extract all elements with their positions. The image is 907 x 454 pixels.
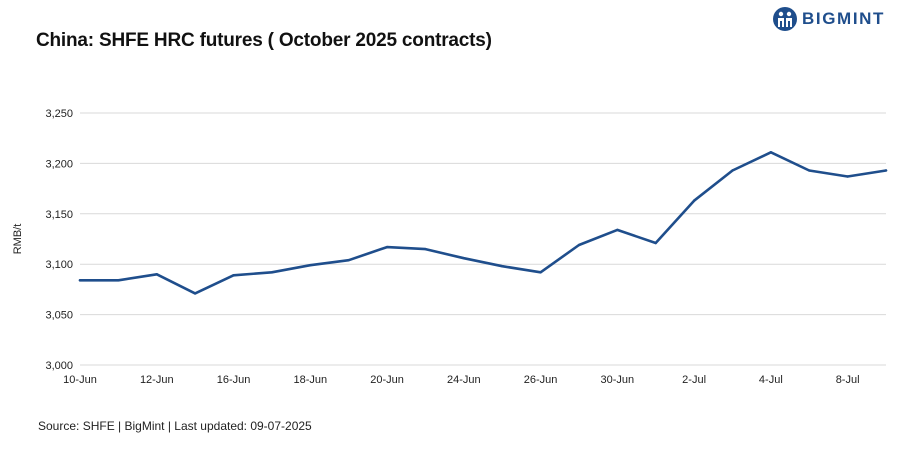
data-point bbox=[577, 243, 581, 247]
data-point bbox=[884, 169, 888, 172]
y-axis-label: RMB/t bbox=[12, 224, 24, 255]
data-point bbox=[500, 265, 504, 268]
x-tick-label: 20-Jun bbox=[370, 374, 404, 386]
data-point bbox=[347, 258, 350, 262]
y-tick-label: 3,000 bbox=[45, 360, 73, 372]
source-note: Source: SHFE | BigMint | Last updated: 0… bbox=[38, 419, 312, 433]
data-point bbox=[424, 247, 427, 251]
data-point bbox=[769, 151, 773, 154]
data-point bbox=[692, 199, 696, 202]
chart-title: China: SHFE HRC futures ( October 2025 c… bbox=[36, 30, 492, 51]
bigmint-logo-text: BIGMINT bbox=[802, 9, 885, 28]
y-tick-label: 3,200 bbox=[45, 158, 73, 170]
series-line bbox=[78, 151, 888, 295]
y-tick-label: 3,100 bbox=[45, 259, 73, 271]
x-tick-label: 26-Jun bbox=[524, 374, 558, 386]
data-point bbox=[117, 279, 120, 282]
x-tick-label: 10-Jun bbox=[63, 374, 97, 386]
x-tick-label: 12-Jun bbox=[140, 374, 174, 386]
data-point bbox=[78, 279, 82, 282]
x-tick-label: 16-Jun bbox=[217, 374, 251, 386]
y-tick-label: 3,150 bbox=[45, 209, 73, 221]
data-point bbox=[155, 273, 158, 276]
data-point bbox=[654, 241, 657, 245]
y-tick-label: 3,050 bbox=[45, 310, 73, 322]
y-tick-label: 3,250 bbox=[45, 108, 73, 120]
x-tick-label: 8-Jul bbox=[836, 374, 860, 386]
data-point bbox=[731, 169, 734, 172]
x-tick-label: 2-Jul bbox=[682, 374, 706, 386]
data-point bbox=[193, 292, 197, 295]
data-point bbox=[616, 228, 619, 232]
x-tick-label: 24-Jun bbox=[447, 374, 481, 386]
data-point bbox=[808, 169, 811, 172]
x-tick-label: 4-Jul bbox=[759, 374, 783, 386]
data-point bbox=[462, 256, 466, 260]
data-point bbox=[270, 271, 274, 274]
x-tick-label: 30-Jun bbox=[601, 374, 635, 386]
bigmint-logo-icon bbox=[773, 7, 798, 31]
data-point bbox=[309, 264, 312, 267]
data-point bbox=[232, 274, 235, 277]
data-point bbox=[385, 245, 389, 249]
data-point bbox=[846, 175, 849, 178]
bigmint-logo: BIGMINT bbox=[772, 6, 885, 32]
x-tick-label: 18-Jun bbox=[293, 374, 327, 386]
data-point bbox=[539, 271, 542, 274]
